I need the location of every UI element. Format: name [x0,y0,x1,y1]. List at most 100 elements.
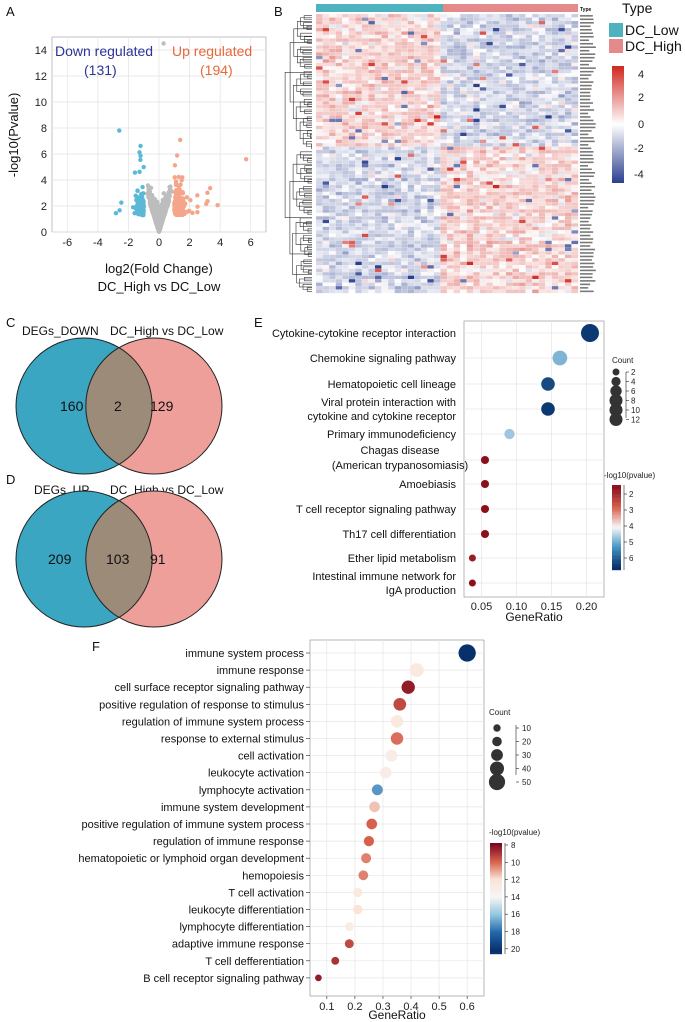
heatmap-cell [401,125,408,130]
heatmap-cell [512,278,520,283]
heatmap-cell [558,108,566,112]
heatmap-cell [551,76,559,81]
heatmap-cell [348,90,356,95]
heatmap-cell [433,271,441,276]
heatmap-cell [387,174,395,179]
heatmap-gene-label [580,91,591,94]
heatmap-cell [558,160,566,165]
heatmap-cell [420,278,428,283]
heatmap-cell [374,62,382,67]
heatmap-gene-label [580,35,594,38]
heatmap-cell [538,240,546,245]
heatmap-cell [401,62,408,67]
heatmap-cell [387,17,395,22]
heatmap-cell [420,66,428,71]
heatmap-cell [348,62,356,67]
heatmap-cell [394,142,402,147]
heatmap-cell [446,55,454,60]
heatmap-cell [545,76,553,81]
heatmap-cell [433,230,441,234]
heatmap-gene-label [580,53,596,55]
heatmap-cell [460,195,467,200]
heatmap-cell [348,278,356,283]
heatmap-cell [545,66,553,71]
heatmap-cell [525,163,533,168]
heatmap-cell [466,205,474,210]
heatmap-cell [427,268,435,273]
volcano-point-down [133,193,138,198]
heatmap-cell [407,87,415,92]
heatmap-cell [342,244,350,248]
heatmap-cell [453,254,461,259]
heatmap-cell [499,261,507,266]
heatmap-cell [466,80,474,85]
heatmap-cell [335,87,343,92]
heatmap-cell [486,153,494,158]
volcano-point-down [135,188,140,194]
heatmap-cell [427,27,435,32]
heatmap-cell [525,104,533,109]
heatmap-cell [473,177,481,182]
heatmap-cell [420,226,428,231]
heatmap-cell [427,251,435,255]
heatmap-cell [466,17,474,22]
heatmap-cell [440,31,448,36]
heatmap-cell [473,17,481,22]
volcano-point-down [140,184,145,190]
heatmap-cell [486,111,494,116]
heatmap-cell [374,254,382,259]
heatmap-cell [433,240,441,245]
heatmap-cell [512,153,520,158]
heatmap-cell [335,205,343,210]
heatmap-cell [564,181,572,186]
heatmap-cell [571,160,579,165]
heatmap-cell [329,149,336,154]
go-colorbar-segment [490,843,502,846]
heatmap-cell [355,275,363,280]
heatmap-cell [525,285,533,290]
heatmap-cell [335,101,343,105]
heatmap-cell [492,237,500,241]
heatmap-cell [564,191,572,196]
heatmap-cell [492,184,500,189]
heatmap-cell [315,268,323,273]
heatmap-cell [460,90,467,95]
heatmap-cell [440,132,448,137]
volcano-xlabel-line2: DC_High vs DC_Low [98,279,221,294]
heatmap-cell [505,244,513,248]
heatmap-cell [558,188,566,193]
heatmap-cell [394,167,402,172]
heatmap-cell [571,230,579,234]
heatmap-cell [394,268,402,273]
heatmap-cell [492,278,500,283]
heatmap-cell [368,282,376,287]
heatmap-cell [414,209,422,214]
heatmap-cell [355,247,363,252]
heatmap-cell [440,160,448,165]
heatmap-cell [420,240,428,245]
heatmap-panel: B Type Type DC_Low DC_High 4 2 0 -2 -4 [274,0,682,294]
heatmap-cell [322,55,330,60]
heatmap-cell [361,41,369,46]
heatmap-cell [348,55,356,60]
heatmap-cell [492,129,500,133]
heatmap-cell [315,244,323,248]
heatmap-cell [505,202,513,207]
heatmap-cell [348,191,356,196]
heatmap-cell [473,223,481,228]
heatmap-cell [414,62,422,67]
heatmap-cell [401,156,408,161]
heatmap-cell [433,132,441,137]
heatmap-cell [427,132,435,137]
heatmap-cell [545,163,553,168]
heatmap-cell [394,104,402,109]
heatmap-cell [420,170,428,175]
heatmap-cell [466,66,474,71]
heatmap-cell [460,94,467,98]
heatmap-cell [387,156,395,161]
heatmap-cell [532,90,539,95]
heatmap-cell [525,198,533,203]
heatmap-cell [538,167,546,172]
heatmap-cell [525,223,533,228]
heatmap-cell [446,184,454,189]
